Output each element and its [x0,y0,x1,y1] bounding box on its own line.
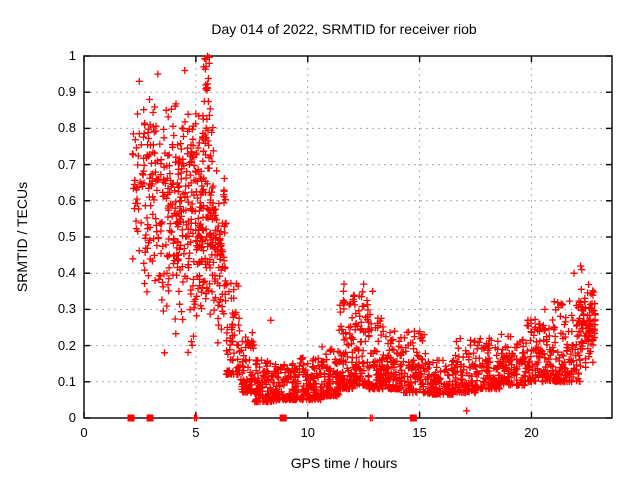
chart-title: Day 014 of 2022, SRMTID for receiver rio… [211,21,477,37]
y-tick-label: 0.2 [57,337,76,353]
y-tick-label: 1 [68,48,76,63]
y-tick-label: 0 [68,410,76,425]
x-tick-label: 0 [80,425,88,440]
x-tick-label: 20 [524,425,539,440]
y-tick-label: 0.5 [57,229,76,244]
y-tick-label: 0.3 [57,301,76,317]
scatter-points [129,52,599,422]
x-axis-label: GPS time / hours [290,455,398,471]
baseline-square-marker [127,414,135,422]
y-tick-label: 0.8 [57,120,76,136]
baseline-square-marker [146,414,154,422]
y-tick-label: 0.6 [57,192,76,208]
y-tick-label: 0.7 [57,156,76,172]
y-tick-label: 0.4 [57,265,76,281]
baseline-square-marker [279,414,287,422]
x-tick-label: 15 [412,425,427,440]
y-tick-label: 0.1 [57,373,76,389]
x-tick-label: 10 [300,425,315,440]
y-tick-label: 0.9 [57,84,76,100]
baseline-square-marker [409,414,417,422]
x-tick-label: 5 [192,425,200,440]
